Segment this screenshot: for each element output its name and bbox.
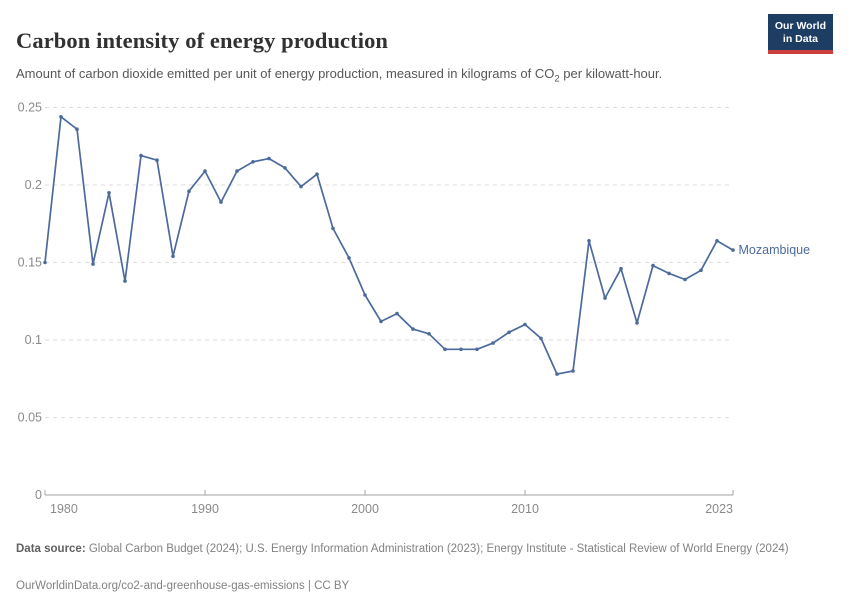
data-point-1982: [75, 127, 79, 131]
subtitle-text: Amount of carbon dioxide emitted per uni…: [16, 66, 555, 81]
y-tick-label: 0.25: [18, 101, 42, 115]
x-tick-label: 2000: [351, 502, 379, 516]
data-point-2007: [475, 347, 479, 352]
y-tick-label: 0.1: [25, 333, 42, 347]
x-tick-label: 1980: [50, 502, 78, 516]
data-source-label: Data source:: [16, 542, 86, 555]
data-point-1985: [123, 279, 127, 283]
chart-subtitle: Amount of carbon dioxide emitted per uni…: [16, 65, 662, 88]
data-point-2006: [459, 347, 463, 352]
data-point-1999: [347, 256, 351, 260]
series-line-mozambique: [44, 115, 734, 375]
data-point-1980: [43, 260, 47, 265]
data-point-2001: [379, 319, 383, 324]
data-point-2016: [619, 266, 623, 271]
data-point-2019: [667, 271, 671, 276]
data-point-2023: [731, 248, 735, 252]
data-source-text: Global Carbon Budget (2024); U.S. Energy…: [85, 542, 789, 555]
subtitle-subscript: 2: [554, 73, 560, 85]
data-point-1988: [171, 254, 175, 259]
data-point-2017: [635, 321, 639, 325]
x-tick-label: 2023: [705, 502, 733, 516]
data-point-2004: [427, 332, 431, 336]
y-tick-label: 0.2: [25, 178, 42, 192]
data-point-1991: [219, 200, 223, 204]
x-axis-labels: 1980 1990 2000 2010 2023: [44, 490, 734, 516]
data-point-1997: [315, 172, 319, 176]
data-point-2010: [523, 322, 527, 327]
data-point-2012: [555, 372, 559, 376]
owid-logo-line2: in Data: [782, 32, 818, 45]
series-label: Mozambique: [739, 243, 811, 257]
page-title: Carbon intensity of energy production: [16, 28, 389, 54]
data-point-2009: [507, 330, 511, 335]
y-axis-labels: 0 0.05 0.1 0.15 0.2 0.25: [18, 101, 42, 503]
data-point-1995: [283, 166, 287, 170]
data-point-2002: [395, 311, 399, 316]
data-point-2000: [363, 293, 367, 297]
data-point-1983: [91, 262, 95, 266]
footer-data-source: Data source: Global Carbon Budget (2024)…: [16, 542, 834, 558]
data-point-2018: [651, 263, 655, 268]
data-point-1990: [203, 169, 207, 173]
data-point-1998: [331, 226, 335, 231]
y-gridlines: [45, 107, 733, 496]
data-point-2008: [491, 341, 495, 345]
data-point-2003: [411, 327, 415, 331]
x-tick-label: 2010: [511, 502, 539, 516]
data-point-2022: [715, 239, 719, 243]
y-tick-label: 0: [35, 488, 42, 502]
data-point-2011: [539, 336, 543, 341]
data-point-2013: [571, 369, 575, 373]
data-point-2021: [699, 268, 703, 273]
data-point-1996: [299, 184, 303, 189]
data-point-2020: [683, 277, 687, 282]
x-tick-label: 1990: [191, 502, 219, 516]
data-point-1992: [235, 169, 239, 173]
data-point-1989: [187, 189, 191, 193]
data-point-1994: [267, 156, 271, 161]
data-point-1987: [155, 158, 159, 162]
data-point-1986: [139, 153, 143, 158]
subtitle-text-after: per kilowatt-hour.: [559, 66, 663, 81]
data-point-1993: [251, 160, 255, 164]
y-tick-label: 0.05: [18, 411, 42, 425]
data-point-1981: [59, 115, 63, 119]
data-point-1984: [107, 191, 111, 195]
data-point-2014: [587, 239, 591, 243]
data-point-2005: [443, 347, 447, 352]
data-points: [43, 115, 735, 376]
owid-logo-line1: Our World: [774, 20, 826, 32]
owid-logo[interactable]: Our World in Data: [767, 14, 833, 54]
y-tick-label: 0.15: [18, 256, 42, 270]
data-point-2015: [603, 296, 607, 300]
footer-license[interactable]: OurWorldinData.org/co2-and-greenhouse-ga…: [16, 579, 350, 592]
